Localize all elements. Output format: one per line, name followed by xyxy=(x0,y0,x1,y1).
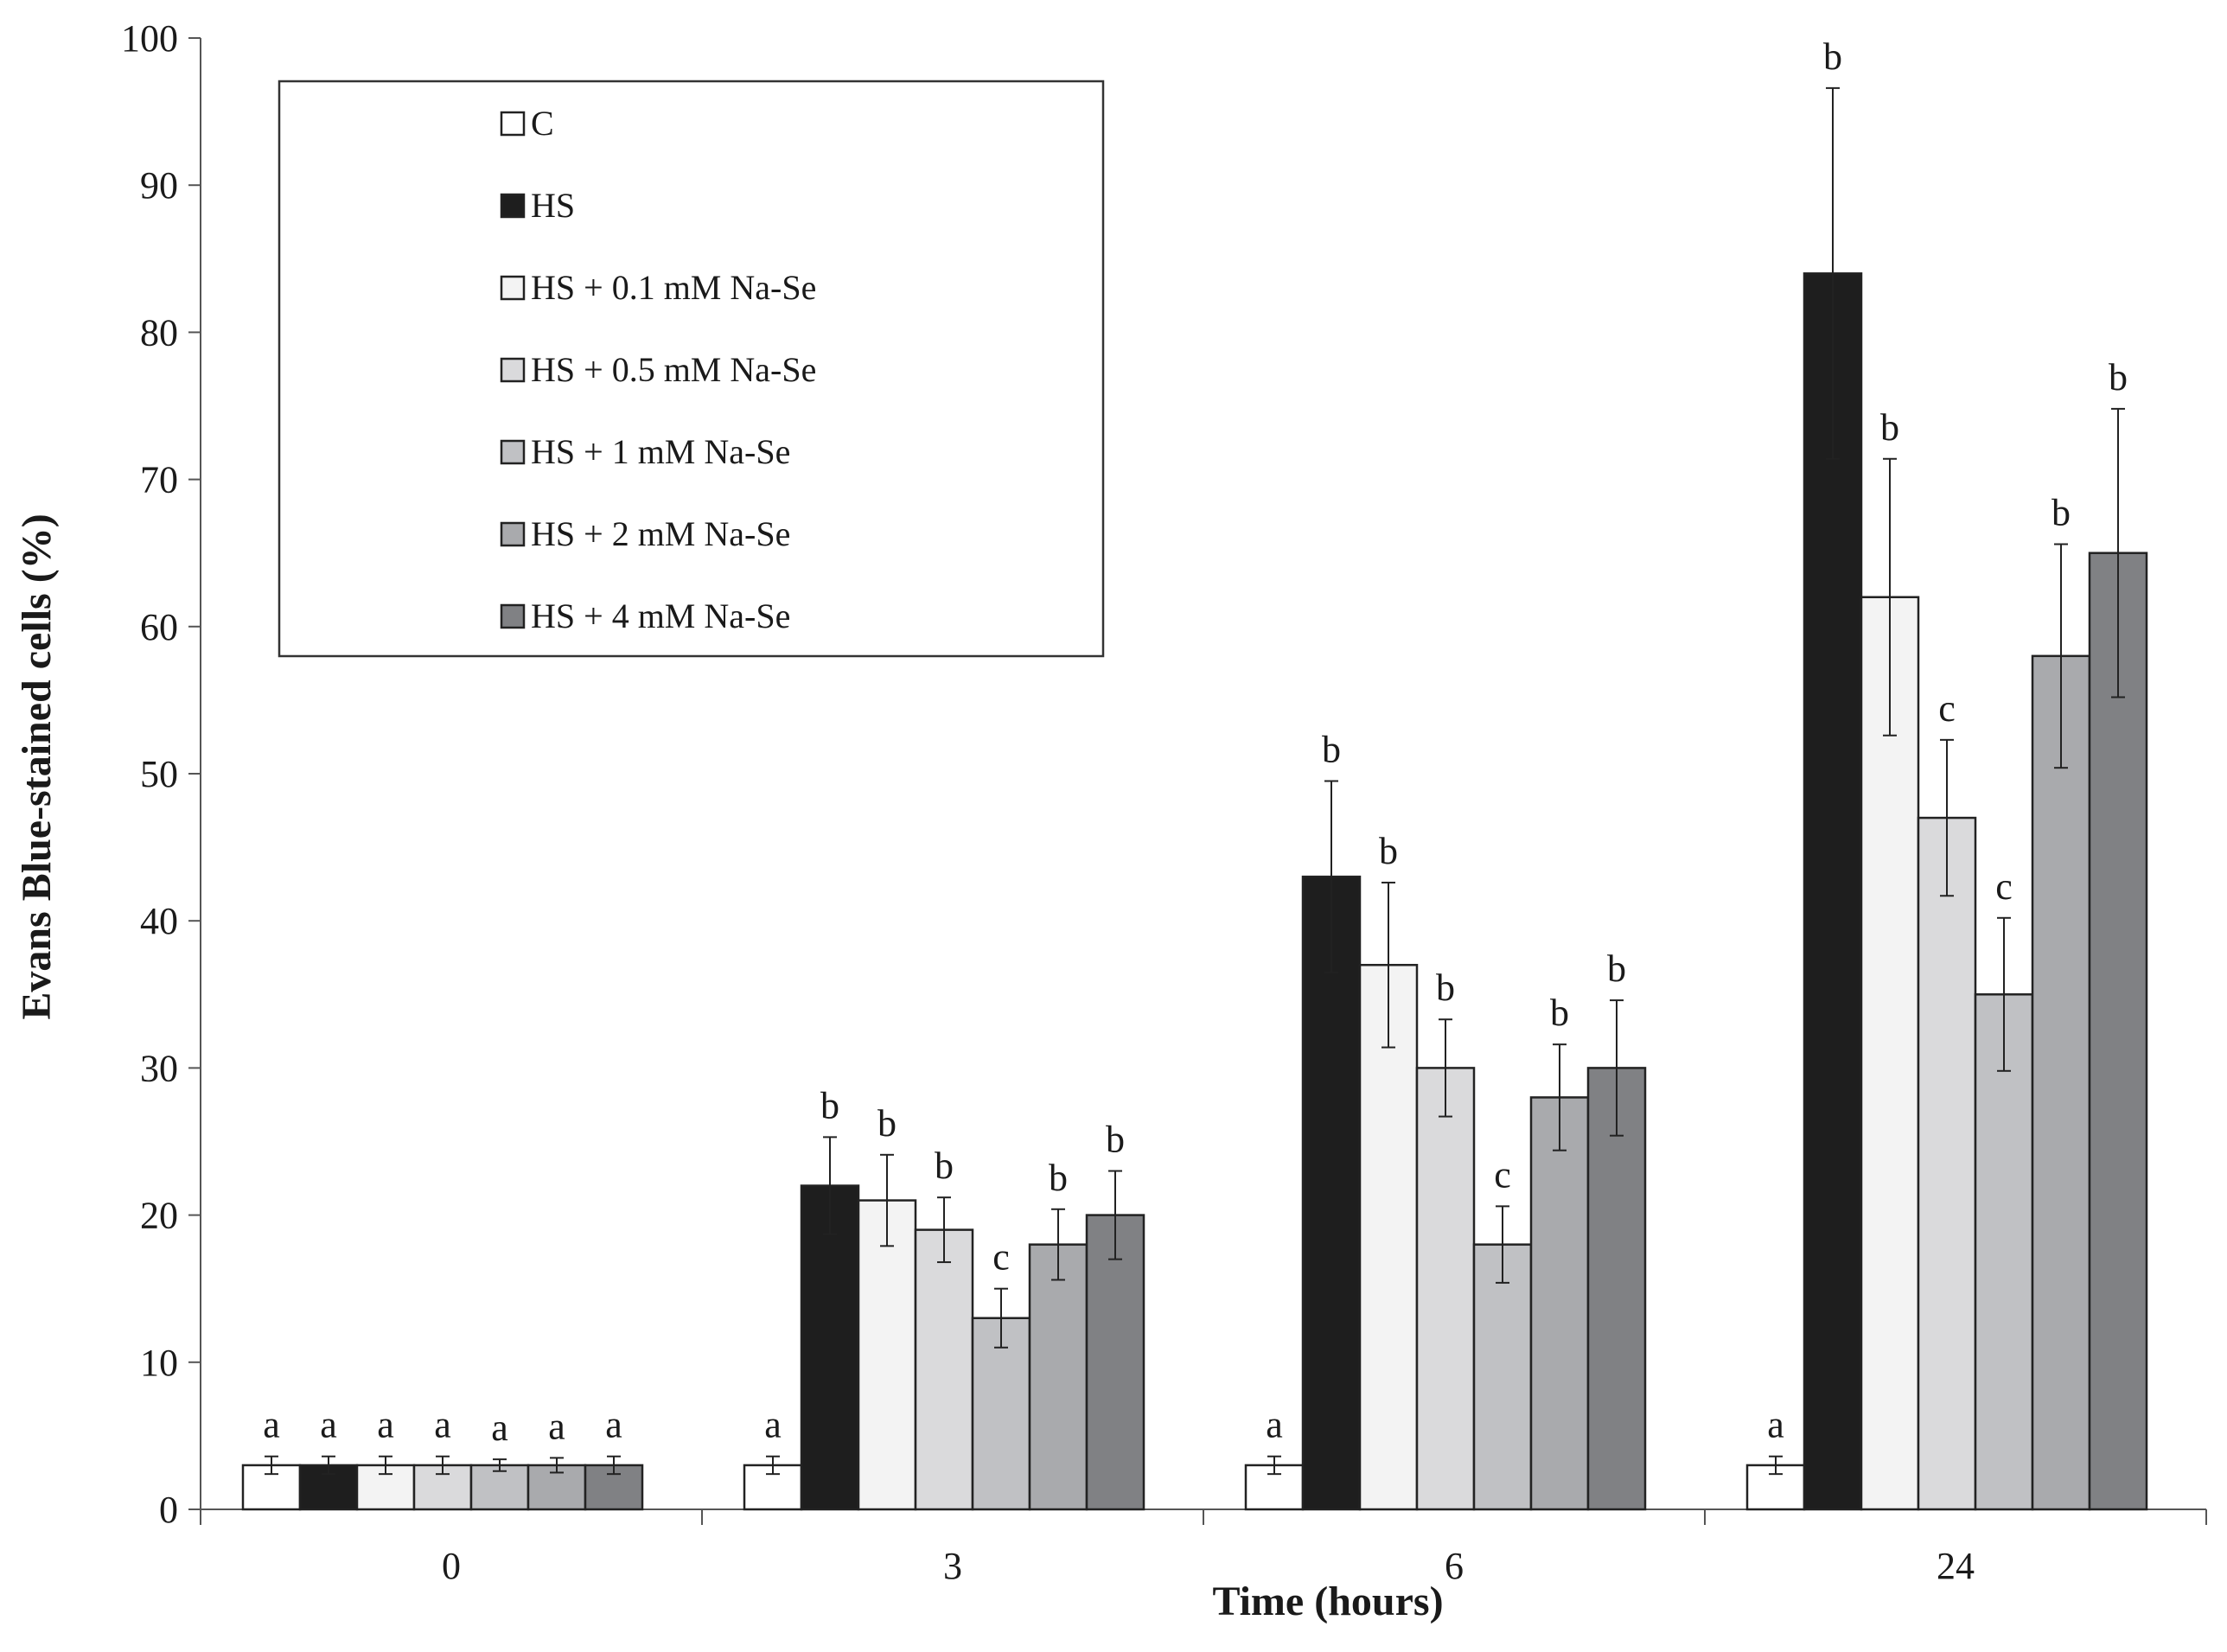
x-tick-label: 0 xyxy=(442,1545,461,1587)
y-tick-label: 60 xyxy=(140,606,178,648)
legend-label: HS + 0.5 mM Na-Se xyxy=(531,350,816,389)
y-tick-label: 50 xyxy=(140,753,178,795)
significance-label: a xyxy=(548,1405,565,1447)
legend-label: HS xyxy=(531,186,575,225)
significance-label: b xyxy=(1379,830,1398,872)
significance-label: a xyxy=(1266,1404,1283,1446)
significance-label: c xyxy=(1995,865,2013,908)
legend-label: HS + 0.1 mM Na-Se xyxy=(531,268,816,307)
y-tick-label: 100 xyxy=(121,17,178,60)
legend-label: HS + 2 mM Na-Se xyxy=(531,514,790,553)
significance-label: b xyxy=(1880,406,1899,449)
y-tick-label: 10 xyxy=(140,1342,178,1384)
significance-label: c xyxy=(1938,687,1956,730)
legend-label: C xyxy=(531,104,554,143)
y-tick-label: 30 xyxy=(140,1047,178,1089)
significance-label: b xyxy=(1823,35,1842,78)
bar xyxy=(1028,1243,1088,1511)
significance-label: a xyxy=(320,1404,337,1446)
legend xyxy=(278,80,1105,658)
y-tick-label: 20 xyxy=(140,1195,178,1237)
y-tick-label: 0 xyxy=(159,1489,178,1531)
bar xyxy=(2088,552,2148,1511)
bar xyxy=(469,1464,530,1511)
legend-swatch xyxy=(500,357,526,383)
significance-label: b xyxy=(1322,729,1341,771)
bar xyxy=(1917,816,1977,1511)
significance-label: b xyxy=(1106,1119,1125,1161)
significance-label: c xyxy=(1494,1153,1511,1196)
bar xyxy=(1529,1096,1590,1511)
y-axis-title: Evans Blue-stained cells (%) xyxy=(14,513,60,1019)
significance-label: b xyxy=(1049,1157,1068,1199)
legend-swatch xyxy=(500,439,526,465)
x-axis-title: Time (hours) xyxy=(1212,1579,1443,1624)
bar xyxy=(2031,654,2091,1511)
x-tick-label: 6 xyxy=(1445,1545,1464,1587)
y-tick-label: 70 xyxy=(140,459,178,501)
legend-swatch xyxy=(500,603,526,629)
significance-label: b xyxy=(935,1145,954,1187)
significance-label: b xyxy=(820,1084,839,1126)
y-tick-label: 40 xyxy=(140,900,178,942)
bar xyxy=(1301,875,1362,1511)
legend-label: HS + 1 mM Na-Se xyxy=(531,432,790,471)
bar xyxy=(1415,1067,1476,1511)
significance-label: c xyxy=(992,1236,1010,1279)
significance-label: a xyxy=(491,1406,508,1449)
legend-label: HS + 4 mM Na-Se xyxy=(531,596,790,635)
bar xyxy=(1472,1243,1533,1511)
legend-swatch xyxy=(500,193,526,219)
legend-swatch xyxy=(500,521,526,547)
legend-swatch xyxy=(500,275,526,301)
significance-label: a xyxy=(1767,1404,1784,1446)
significance-label: a xyxy=(605,1404,622,1446)
x-tick-label: 3 xyxy=(943,1545,962,1587)
significance-label: a xyxy=(434,1404,451,1446)
significance-label: b xyxy=(877,1102,897,1145)
significance-label: a xyxy=(377,1404,394,1446)
x-tick-label: 24 xyxy=(1937,1545,1975,1587)
bar xyxy=(914,1228,974,1511)
significance-label: a xyxy=(764,1404,782,1446)
significance-label: a xyxy=(263,1404,280,1446)
significance-label: b xyxy=(2109,356,2128,399)
y-tick-label: 80 xyxy=(140,311,178,354)
significance-label: b xyxy=(1550,992,1569,1034)
significance-label: b xyxy=(1436,966,1455,1009)
legend-swatch xyxy=(500,111,526,137)
bar xyxy=(1085,1214,1145,1511)
significance-label: b xyxy=(2052,491,2071,533)
significance-label: b xyxy=(1607,947,1626,990)
y-tick-label: 90 xyxy=(140,164,178,207)
bar xyxy=(1860,596,1920,1511)
bar xyxy=(971,1317,1031,1511)
bar xyxy=(1803,272,1863,1511)
